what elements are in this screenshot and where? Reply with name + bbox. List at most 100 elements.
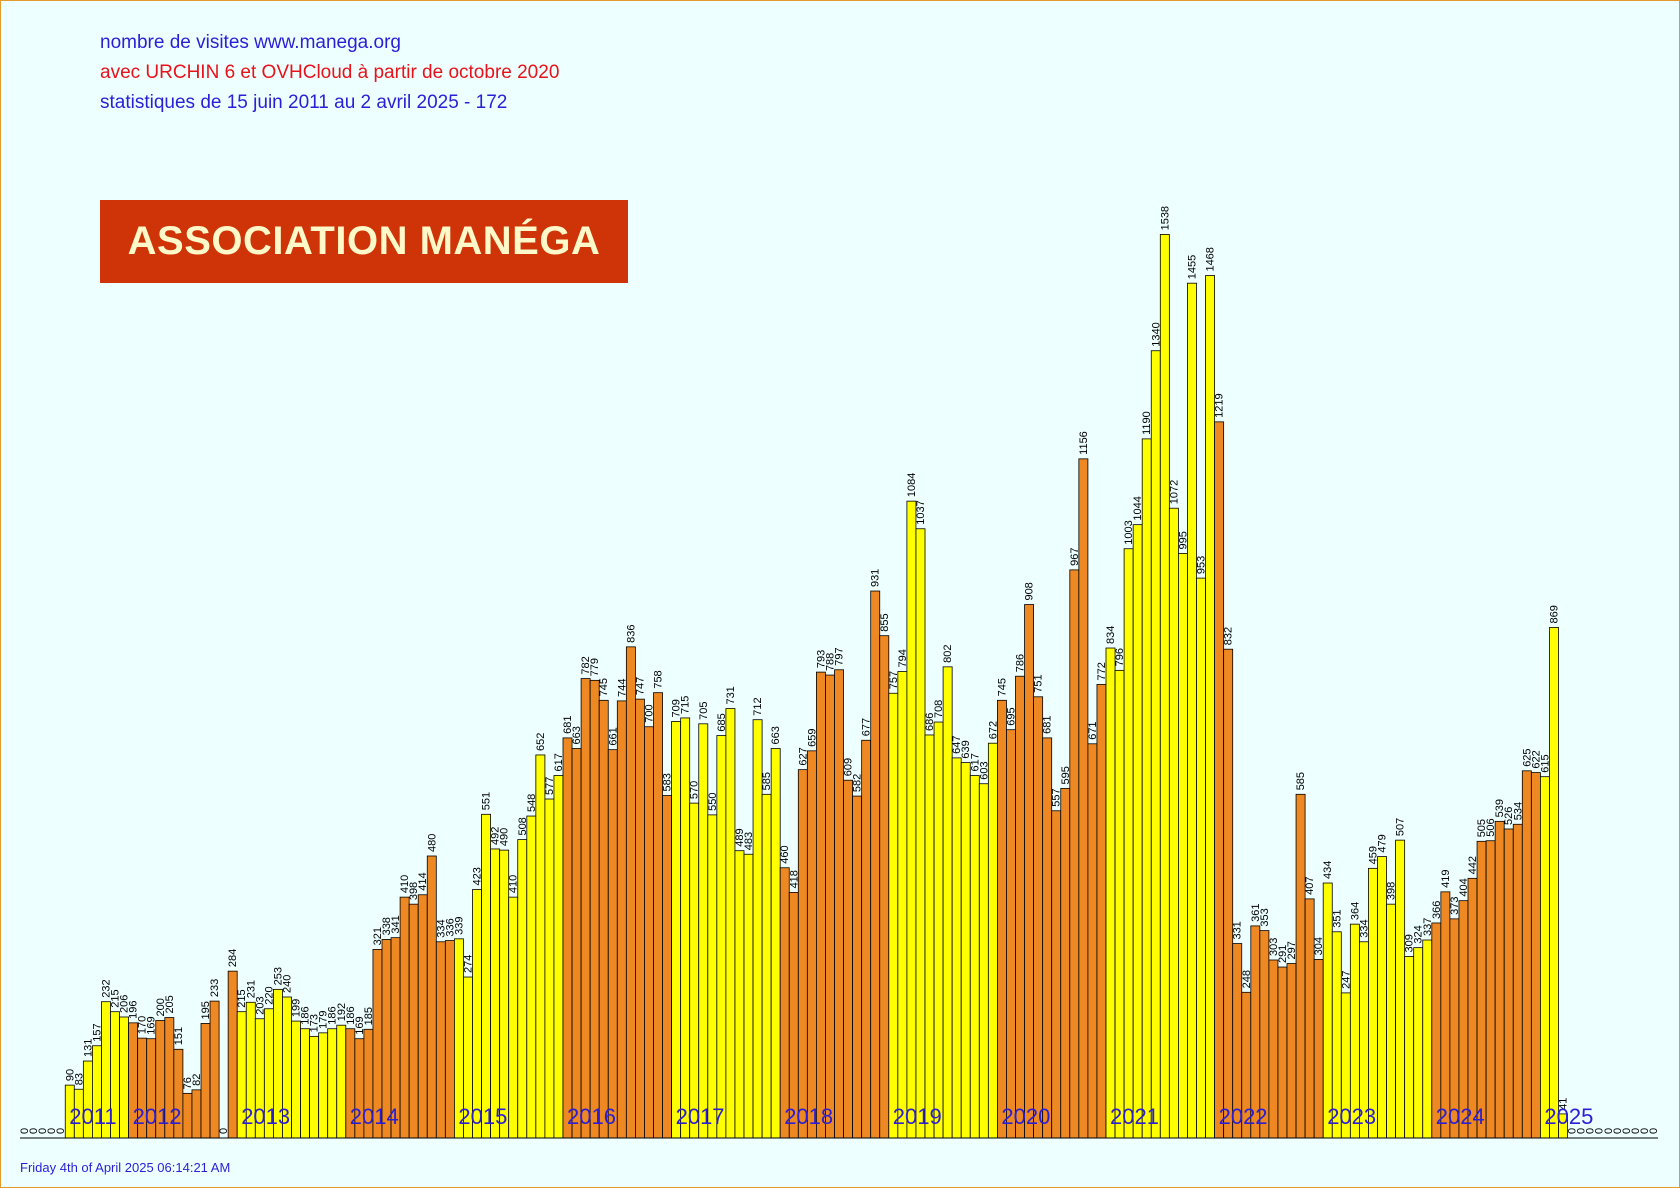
bar-value-label: 647: [951, 736, 963, 754]
bar: [1015, 675, 1025, 1139]
bar-value-label: 1190: [1141, 411, 1153, 435]
bar-value-label: 341: [390, 915, 402, 933]
bar-value-label: 681: [562, 716, 574, 734]
bar: [1295, 793, 1306, 1139]
bar-value-label: 686: [924, 713, 936, 731]
bar: [607, 749, 618, 1139]
bar: [1006, 729, 1016, 1139]
bar: [1114, 669, 1125, 1139]
bar-value-label: 480: [426, 834, 438, 852]
bar-value-label: 1340: [1150, 322, 1162, 346]
bar: [1268, 959, 1279, 1139]
bar: [490, 848, 501, 1139]
bar-value-label: 836: [625, 624, 637, 642]
bar: [1150, 350, 1161, 1139]
bar: [182, 1092, 193, 1139]
bar-value-label: 786: [1015, 654, 1027, 672]
bar-value-label: 745: [598, 678, 610, 696]
bar-value-label: 331: [1232, 921, 1244, 939]
bar-value-label: 195: [200, 1001, 212, 1019]
bar-value-label: 0: [1639, 1128, 1651, 1134]
bar-value-label: 0: [46, 1128, 58, 1134]
bar: [571, 748, 582, 1139]
bar: [544, 798, 555, 1139]
bar-value-label: 1003: [1123, 520, 1135, 544]
year-label: 2023: [1327, 1104, 1376, 1129]
bar-value-label: 0: [55, 1128, 67, 1134]
bar-value-label: 0: [37, 1128, 49, 1134]
bar: [1060, 788, 1071, 1139]
bar-value-label: 757: [888, 671, 900, 689]
bar: [336, 1024, 347, 1139]
bar-value-label: 434: [1322, 861, 1334, 879]
bar-value-label: 0: [1585, 1128, 1597, 1134]
bar-value-label: 551: [481, 792, 493, 810]
chart-subtitle-period: statistiques de 15 juin 2011 au 2 avril …: [100, 92, 508, 113]
bar: [978, 783, 989, 1139]
bar: [1087, 743, 1098, 1139]
bar-value-label: 659: [806, 728, 818, 746]
bar: [671, 721, 682, 1139]
year-label: 2024: [1436, 1104, 1485, 1129]
bar-value-label: 685: [716, 713, 728, 731]
bar: [1178, 553, 1188, 1139]
bar: [725, 708, 736, 1139]
bar-value-label: 0: [1603, 1128, 1615, 1134]
bar-value-label: 834: [1105, 626, 1117, 644]
bar-value-label: 639: [960, 740, 972, 758]
year-label: 2012: [133, 1104, 182, 1129]
bar-value-label: 802: [942, 644, 954, 662]
bar-value-label: 1037: [915, 500, 927, 524]
generation-timestamp: Friday 4th of April 2025 06:14:21 AM: [20, 1160, 231, 1175]
bar-value-label: 215: [236, 989, 248, 1007]
bar: [435, 941, 446, 1139]
bar-value-label: 442: [1467, 856, 1479, 874]
bar-value-label: 303: [1268, 938, 1280, 956]
bar-value-label: 745: [996, 678, 1008, 696]
bar-value-label: 460: [779, 845, 791, 863]
bar-value-label: 151: [173, 1027, 185, 1045]
bar: [1069, 569, 1080, 1139]
bar: [997, 699, 1007, 1139]
bar: [426, 855, 437, 1139]
chart-title: nombre de visites www.manega.org: [100, 32, 401, 53]
bar-value-label: 705: [698, 701, 710, 719]
year-label: 2011: [69, 1104, 116, 1129]
association-banner: ASSOCIATION MANÉGA: [100, 200, 628, 283]
bar-value-label: 617: [969, 753, 981, 771]
bar-value-label: 309: [1404, 934, 1416, 952]
bar: [834, 669, 844, 1139]
bar-value-label: 751: [1033, 674, 1045, 692]
bar-value-label: 0: [1612, 1128, 1624, 1134]
bar-value-label: 173: [309, 1014, 321, 1032]
bar-value-label: 712: [752, 697, 764, 715]
bar-value-label: 410: [508, 875, 520, 893]
bar-value-label: 76: [182, 1077, 194, 1089]
bar: [888, 692, 899, 1139]
bar-value-label: 995: [1177, 531, 1189, 549]
bar: [635, 698, 645, 1139]
bar-value-label: 186: [345, 1006, 357, 1024]
bar: [408, 903, 419, 1139]
bar: [1187, 282, 1197, 1139]
bar: [1413, 947, 1424, 1139]
bar: [897, 671, 908, 1139]
bar-value-label: 220: [263, 986, 275, 1004]
bar-value-label: 1044: [1132, 496, 1144, 520]
bar: [933, 721, 944, 1139]
year-label: 2016: [567, 1104, 616, 1129]
bar-value-label: 297: [1286, 941, 1298, 959]
bar: [625, 646, 636, 1139]
bar: [580, 678, 591, 1139]
bar-value-label: 793: [815, 650, 827, 668]
bar-value-label: 585: [1295, 772, 1307, 790]
bar: [209, 1000, 220, 1139]
bar: [444, 940, 455, 1139]
bar-value-label: 779: [589, 658, 601, 676]
bar-value-label: 200: [155, 998, 167, 1016]
bar: [825, 674, 835, 1139]
bar-value-label: 404: [1458, 878, 1470, 896]
bar: [1196, 577, 1206, 1139]
bar: [644, 726, 654, 1139]
